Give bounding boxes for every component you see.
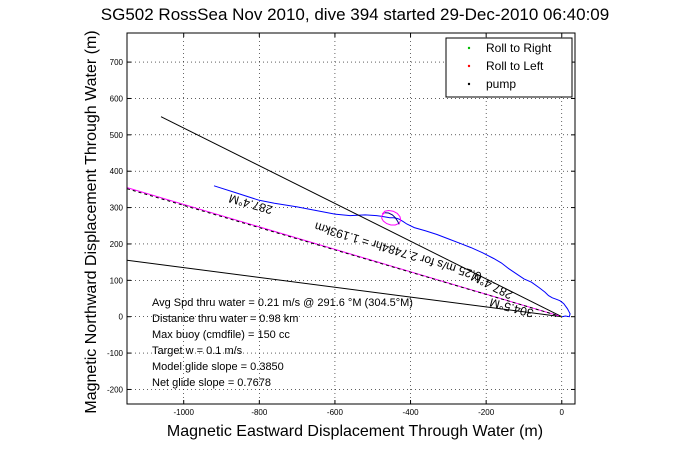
x-tick-label: -800: [251, 408, 268, 417]
legend-label: pump: [486, 77, 516, 91]
legend-label: Roll to Right: [486, 41, 552, 55]
chart-title: SG502 RossSea Nov 2010, dive 394 started…: [101, 5, 609, 24]
legend: Roll to Right Roll to Left pump: [445, 37, 573, 98]
x-axis-label: Magnetic Eastward Displacement Through W…: [167, 423, 543, 440]
y-tick-label: -100: [107, 349, 124, 358]
legend-marker: [467, 82, 471, 86]
annotation-line: Distance thru water = 0.98 km: [152, 313, 298, 325]
y-tick-label: 200: [110, 240, 124, 249]
y-tick-label: 500: [110, 131, 124, 140]
annotation-line: Model glide slope = 0.3850: [152, 361, 284, 373]
series-line-0: [213, 185, 571, 318]
plot-frame: [126, 32, 576, 405]
x-tick-label: -400: [403, 408, 420, 417]
y-tick-label: 700: [110, 58, 124, 67]
y-tick-label: 0: [119, 313, 124, 322]
y-tick-label: 100: [110, 276, 124, 285]
legend-marker: [467, 64, 471, 68]
x-tick-label: -1000: [173, 408, 194, 417]
ticks: -1000 -800 -600 -400 -200 0-200-1000100200300…: [107, 33, 575, 417]
series-line-3: [127, 187, 562, 318]
grid: [127, 33, 575, 404]
series-line-1: [160, 116, 563, 318]
x-tick-label: 0: [560, 408, 565, 417]
annotation-line: Avg Spd thru water = 0.21 m/s @ 291.6 °M…: [152, 297, 413, 309]
legend-marker: [467, 46, 471, 50]
y-axis-label: Magnetic Northward Displacement Through …: [83, 30, 100, 413]
y-tick-label: 300: [110, 204, 124, 213]
x-tick-label: -600: [327, 408, 344, 417]
annotations: Avg Spd thru water = 0.21 m/s @ 291.6 °M…: [152, 297, 413, 389]
x-tick-label: -200: [478, 408, 495, 417]
annotation-line: Max buoy (cmdfile) = 150 cc: [152, 329, 290, 341]
y-tick-label: 600: [110, 94, 124, 103]
legend-box: [445, 37, 573, 98]
y-tick-label: 400: [110, 167, 124, 176]
series-line-6: [384, 212, 400, 225]
series-line-5: [381, 209, 402, 226]
series-line-2: [127, 259, 562, 318]
series-line-7: [560, 315, 563, 318]
annotation-line: Target w = 0.1 m/s: [152, 345, 243, 357]
y-tick-label: -200: [107, 385, 124, 394]
annotation-line: Net glide slope = 0.7678: [152, 377, 271, 389]
series-layer: [127, 116, 571, 318]
legend-label: Roll to Left: [486, 59, 544, 73]
